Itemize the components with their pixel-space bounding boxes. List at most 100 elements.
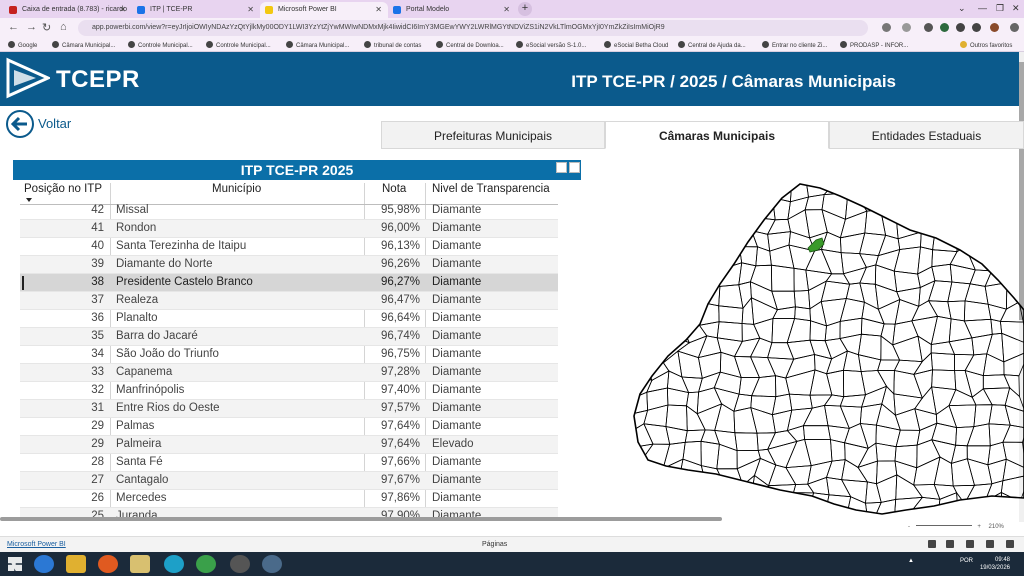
municipality-shape[interactable] [931,386,957,416]
municipality-shape[interactable] [738,377,761,397]
municipality-shape[interactable] [931,422,958,446]
municipality-shape[interactable] [714,227,740,258]
municipality-shape[interactable] [985,180,1004,204]
municipality-shape[interactable] [842,369,866,398]
municipality-shape[interactable] [839,405,863,429]
municipality-shape[interactable] [630,235,652,255]
municipality-shape[interactable] [910,191,936,215]
municipality-shape[interactable] [839,333,862,356]
other-favorites[interactable]: Outros favoritos [960,41,1012,49]
municipality-shape[interactable] [734,432,759,452]
municipality-shape[interactable] [666,387,690,407]
bookmark-item[interactable]: eSocial versão S-1.0... [516,41,586,49]
municipality-shape[interactable] [987,227,1006,252]
edge-icon[interactable] [164,555,184,573]
municipality-shape[interactable] [714,429,738,452]
municipality-shape[interactable] [830,439,846,462]
download-icon[interactable] [986,540,994,548]
share-icon[interactable] [882,23,891,32]
municipality-shape[interactable] [630,214,648,237]
municipality-shape[interactable] [663,234,689,254]
municipality-shape[interactable] [989,209,1006,238]
bookmark-item[interactable]: tribunal de contas [364,41,421,49]
municipality-shape[interactable] [1002,458,1024,482]
municipality-shape[interactable] [789,180,809,203]
municipality-shape[interactable] [845,496,869,516]
municipality-shape[interactable] [630,481,653,505]
municipality-shape[interactable] [876,370,895,395]
municipality-shape[interactable] [824,320,841,342]
municipality-shape[interactable] [785,465,812,485]
municipality-shape[interactable] [859,180,886,204]
municipality-shape[interactable] [641,458,664,483]
municipality-shape[interactable] [660,318,691,344]
municipality-shape[interactable] [1005,282,1024,310]
municipality-shape[interactable] [1004,404,1024,429]
municipality-shape[interactable] [893,359,923,375]
browser-tab[interactable]: Portal Modelo ✕ [388,2,516,18]
municipality-shape[interactable] [807,476,830,496]
table-row[interactable]: 33 Capanema 97,28% Diamante [20,364,558,382]
back-arrow-icon[interactable]: ← [8,21,19,33]
municipality-shape[interactable] [678,262,707,290]
horizontal-scrollbar[interactable] [0,517,722,521]
municipality-shape[interactable] [956,491,969,513]
municipality-shape[interactable] [678,284,707,302]
municipality-shape[interactable] [930,315,952,345]
pages-button[interactable]: Páginas [482,541,508,548]
municipality-shape[interactable] [771,290,796,311]
extension-icon[interactable] [924,23,933,32]
municipality-shape[interactable] [948,337,975,356]
municipality-shape[interactable] [875,442,897,462]
municipality-shape[interactable] [630,194,650,222]
municipality-shape[interactable] [826,369,845,398]
municipality-shape[interactable] [859,403,883,426]
bookmark-item[interactable]: Google [8,41,37,49]
municipality-shape[interactable] [714,262,743,287]
municipality-shape[interactable] [1004,227,1024,252]
maximize-icon[interactable]: ❐ [996,3,1005,13]
municipality-shape[interactable] [785,354,816,379]
bookmark-item[interactable]: Central de Ajuda da... [678,41,746,49]
municipality-shape[interactable] [787,209,811,239]
municipality-shape[interactable] [820,248,844,275]
bookmark-item[interactable]: Entrar no cliente Zi... [762,41,827,49]
municipality-shape[interactable] [805,248,833,275]
municipality-shape[interactable] [875,474,898,503]
municipality-shape[interactable] [859,200,886,212]
municipality-shape[interactable] [770,264,795,292]
municipality-shape[interactable] [714,494,741,516]
municipality-shape[interactable] [879,180,905,204]
municipality-shape[interactable] [769,244,795,269]
tab-prefeituras[interactable]: Prefeituras Municipais [381,121,605,149]
twitter-icon[interactable] [946,540,954,548]
municipality-shape[interactable] [894,496,924,516]
municipality-shape[interactable] [892,335,923,363]
municipality-shape[interactable] [875,460,898,485]
tab-search-icon[interactable]: ⌄ [958,3,966,13]
municipality-shape[interactable] [964,246,993,272]
municipality-shape[interactable] [771,409,793,434]
tab-entidades[interactable]: Entidades Estaduais [829,121,1024,149]
municipality-shape[interactable] [955,208,972,240]
bookmark-item[interactable]: eSocial Betha Cloud [604,41,668,49]
table-row[interactable]: 42 Missal 95,98% Diamante [20,204,558,220]
municipality-shape[interactable] [793,290,811,310]
municipality-shape[interactable] [1002,244,1023,272]
municipality-shape[interactable] [697,502,717,516]
filter-icon[interactable] [556,162,567,173]
municipality-shape[interactable] [646,370,670,393]
municipality-shape[interactable] [895,198,921,216]
bookmark-item[interactable]: Controle Municipal... [206,41,271,49]
municipality-shape[interactable] [630,283,647,305]
fullscreen-icon[interactable] [1006,540,1014,548]
municipality-shape[interactable] [733,356,761,378]
municipality-shape[interactable] [643,318,670,343]
municipality-shape[interactable] [864,209,887,236]
municipality-shape[interactable] [982,353,1005,377]
municipality-shape[interactable] [750,297,778,325]
municipality-shape[interactable] [664,193,686,221]
municipality-shape[interactable] [857,460,878,485]
municipality-shape[interactable] [663,214,687,239]
bookmark-star-icon[interactable] [902,23,911,32]
